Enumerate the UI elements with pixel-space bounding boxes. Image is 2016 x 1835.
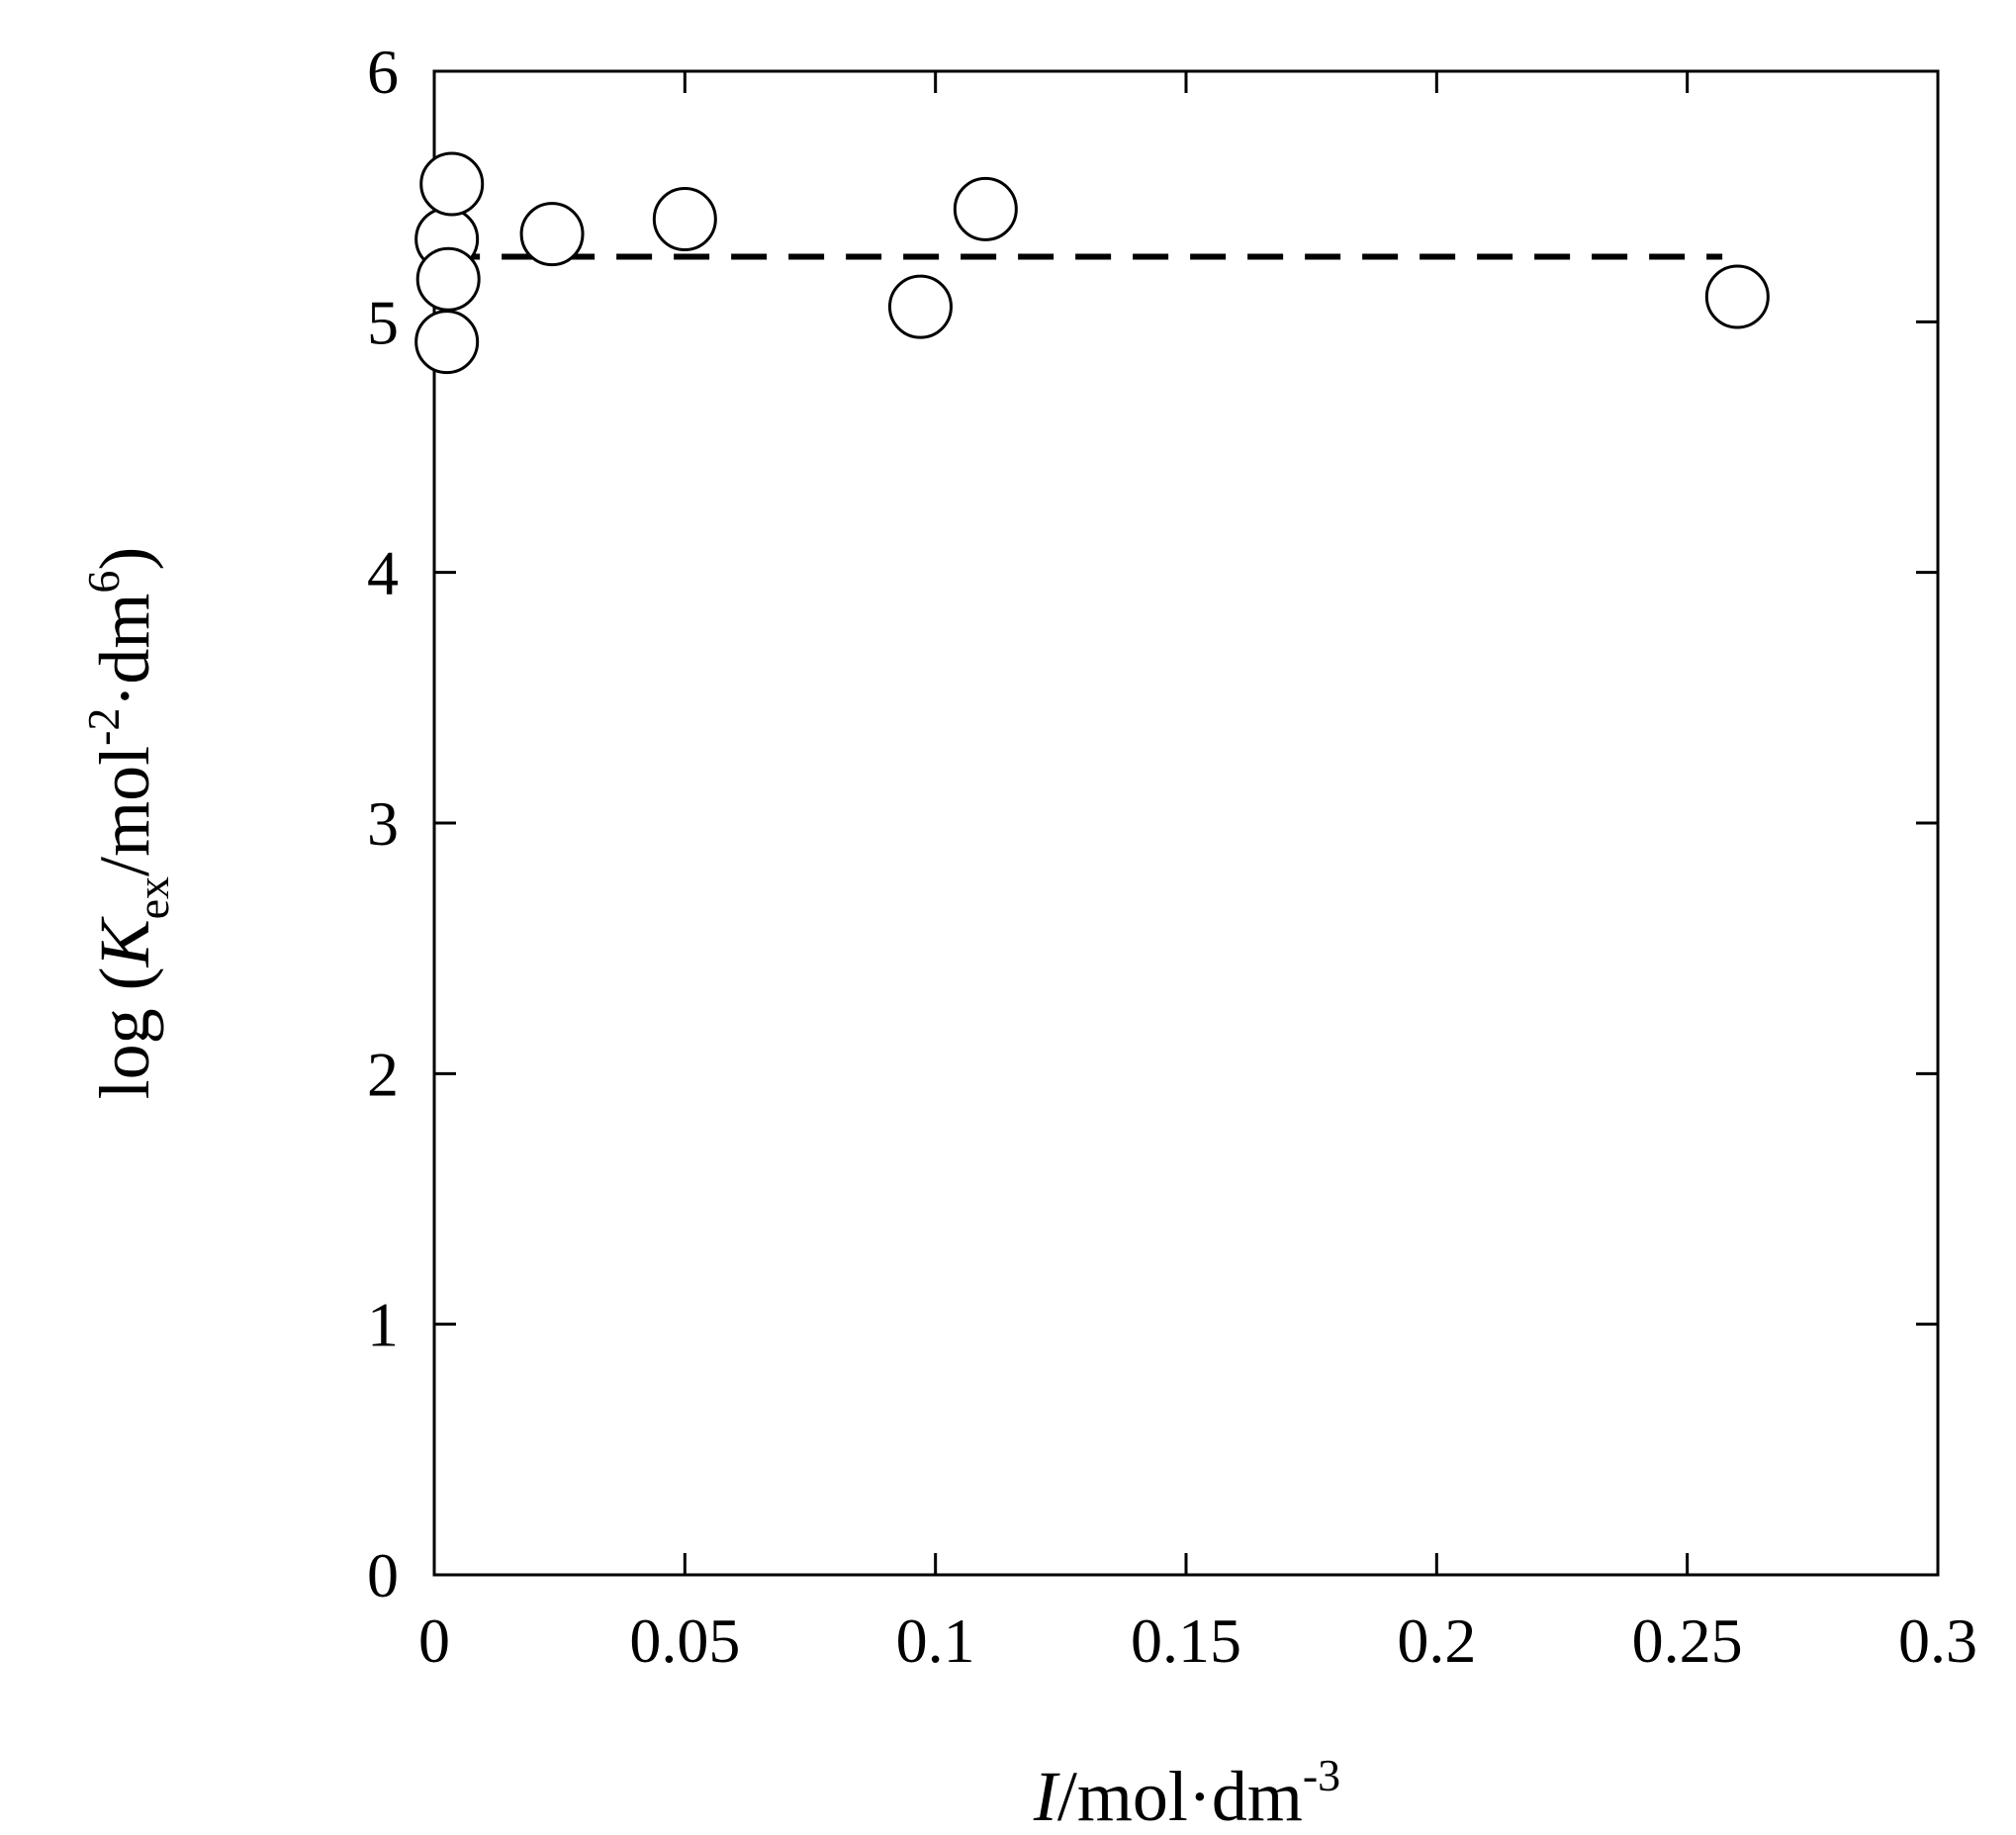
y-tick-label: 6: [367, 37, 399, 107]
axis-ticks: [432, 69, 1940, 1577]
y-axis-label-suffix: ): [85, 547, 164, 571]
data-point: [1704, 264, 1770, 329]
y-axis-label-prefix: log (: [85, 966, 164, 1099]
y-tick-label: 3: [367, 788, 399, 859]
x-axis-label: I/mol·dm-3: [1033, 1750, 1340, 1835]
y-tick-label: 1: [367, 1290, 399, 1360]
y-axis-label-unit2: ·dm: [85, 594, 164, 708]
data-point: [419, 151, 485, 217]
x-tick-label: 0.25: [1632, 1606, 1743, 1676]
data-point: [415, 246, 481, 312]
data-point: [652, 186, 717, 251]
data-point: [953, 176, 1018, 241]
data-point: [519, 202, 585, 267]
tick-labels: 0 0.05 0.1 0.15 0.2 0.25 0.3 0 1 2 3 4 5 6: [367, 37, 1977, 1676]
x-tick-label: 0.3: [1898, 1606, 1977, 1676]
y-axis-label-sup2: 6: [78, 571, 129, 594]
y-axis-label-sub: ex: [128, 876, 178, 919]
y-tick-label: 4: [367, 538, 399, 608]
data-point: [414, 310, 480, 375]
data-points: [414, 151, 1770, 375]
y-tick-label: 2: [367, 1039, 399, 1109]
x-axis-label-sup: -3: [1303, 1750, 1340, 1800]
x-tick-label: 0.1: [896, 1606, 975, 1676]
x-tick-label: 0.15: [1131, 1606, 1241, 1676]
y-axis-label-italic: K: [85, 915, 164, 967]
x-tick-label: 0.05: [629, 1606, 740, 1676]
y-axis-label-unit1: /mol: [85, 746, 164, 876]
data-point: [887, 274, 953, 339]
y-axis-label-sup1: -2: [78, 708, 129, 746]
y-axis-label: log (Kex/mol-2·dm6): [78, 547, 178, 1100]
y-tick-label: 5: [367, 287, 399, 357]
x-tick-label: 0.2: [1397, 1606, 1476, 1676]
y-tick-label: 0: [367, 1540, 399, 1610]
x-tick-label: 0: [418, 1606, 450, 1676]
x-axis-label-italic: I: [1033, 1757, 1060, 1835]
x-axis-label-unit: /mol·dm: [1057, 1757, 1303, 1835]
